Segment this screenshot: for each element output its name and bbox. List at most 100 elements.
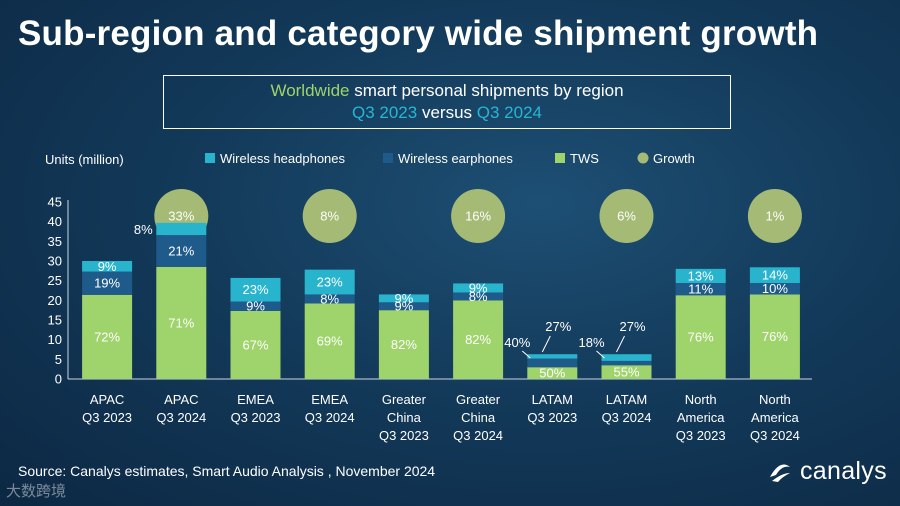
data-label-earphones: 8% bbox=[469, 289, 488, 304]
growth-circle bbox=[451, 189, 506, 243]
bar-tws bbox=[304, 303, 355, 379]
growth-label: 16% bbox=[465, 209, 491, 224]
x-tick-label: Greater bbox=[382, 392, 427, 407]
legend-swatch-earphones bbox=[383, 153, 393, 163]
shipment-chart: Units (million) 0 5 10 15 20 25 30 35 40 45 Wireles… bbox=[45, 151, 812, 443]
subtitle-line-1: Worldwide smart personal shipments by re… bbox=[164, 80, 730, 102]
legend-swatch-growth bbox=[637, 152, 649, 164]
data-label-headphones: 23% bbox=[242, 282, 268, 297]
data-label-tws: 76% bbox=[762, 329, 788, 344]
data-label-tws: 71% bbox=[168, 315, 194, 330]
bar-headphones bbox=[82, 261, 133, 272]
bar-headphones bbox=[749, 267, 800, 284]
subtitle-line-2: Q3 2023 versus Q3 2024 bbox=[164, 102, 730, 124]
bar-tws bbox=[156, 266, 207, 379]
x-tick-label: Q3 2024 bbox=[156, 410, 206, 425]
data-label-earphones: 40% bbox=[504, 335, 530, 350]
y-tick-label: 15 bbox=[48, 313, 62, 328]
bar-tws bbox=[749, 294, 800, 379]
data-label-earphones: 18% bbox=[578, 335, 604, 350]
data-label-earphones: 10% bbox=[762, 281, 788, 296]
leader-line-headphones bbox=[616, 335, 625, 353]
bar-tws bbox=[230, 310, 281, 379]
bar-earphones bbox=[230, 301, 281, 311]
subtitle-q3-2024: Q3 2024 bbox=[476, 103, 542, 122]
x-tick-label: North bbox=[685, 392, 717, 407]
subtitle-rest: smart personal shipments by region bbox=[349, 81, 624, 100]
bar-earphones bbox=[156, 235, 207, 267]
x-tick-label: Q3 2024 bbox=[750, 428, 800, 443]
growth-label: 33% bbox=[168, 209, 194, 224]
bar-headphones bbox=[453, 283, 504, 293]
data-label-headphones: 14% bbox=[762, 268, 788, 283]
data-label-tws: 55% bbox=[613, 365, 639, 380]
bar-earphones bbox=[749, 283, 800, 295]
x-tick-label: China bbox=[387, 410, 422, 425]
bar-tws bbox=[527, 367, 578, 379]
data-label-headphones: 9% bbox=[469, 280, 488, 295]
x-tick-label: LATAM bbox=[606, 392, 647, 407]
leader-line-headphones bbox=[541, 335, 551, 353]
y-tick-label: 5 bbox=[55, 352, 62, 367]
y-tick-label: 10 bbox=[48, 332, 62, 347]
legend-swatch-tws bbox=[555, 153, 565, 163]
canalys-logo-text: canalys bbox=[800, 457, 887, 485]
legend-label-tws: TWS bbox=[570, 151, 599, 166]
data-label-headphones: 9% bbox=[98, 259, 117, 274]
legend-label-earphones: Wireless earphones bbox=[398, 151, 513, 166]
x-tick-label: Q3 2024 bbox=[305, 410, 355, 425]
bar-headphones bbox=[527, 354, 578, 359]
growth-label: 6% bbox=[617, 209, 636, 224]
data-label-earphones: 8% bbox=[320, 291, 339, 306]
bar-tws bbox=[453, 300, 504, 379]
x-tick-label: China bbox=[461, 410, 496, 425]
bar-headphones bbox=[230, 277, 281, 302]
y-tick-label: 20 bbox=[48, 293, 62, 308]
x-tick-label: APAC bbox=[90, 392, 124, 407]
data-label-tws: 50% bbox=[539, 366, 565, 381]
data-label-earphones: 19% bbox=[94, 276, 120, 291]
bar-headphones bbox=[156, 222, 207, 236]
source-note: Source: Canalys estimates, Smart Audio A… bbox=[18, 463, 436, 479]
bar-earphones bbox=[675, 283, 726, 296]
bar-headphones bbox=[378, 294, 429, 303]
growth-circle bbox=[747, 189, 802, 243]
bar-headphones bbox=[675, 268, 726, 284]
growth-label: 8% bbox=[320, 209, 339, 224]
data-label-headphones: 23% bbox=[317, 275, 343, 290]
bar-tws bbox=[675, 295, 726, 379]
bar-tws bbox=[378, 310, 429, 379]
x-tick-label: Q3 2024 bbox=[602, 410, 652, 425]
data-label-headphones: 27% bbox=[545, 319, 571, 334]
y-axis-label: Units (million) bbox=[45, 152, 124, 167]
data-label-tws: 67% bbox=[242, 337, 268, 352]
y-tick-label: 35 bbox=[48, 234, 62, 249]
data-label-headphones: 8% bbox=[134, 222, 153, 237]
x-tick-label: EMEA bbox=[311, 392, 348, 407]
y-tick-label: 30 bbox=[48, 254, 62, 269]
x-tick-label: APAC bbox=[164, 392, 198, 407]
y-tick-label: 40 bbox=[48, 214, 62, 229]
data-label-tws: 76% bbox=[688, 330, 714, 345]
leader-line-earphones bbox=[596, 350, 605, 359]
x-tick-label: North bbox=[759, 392, 791, 407]
subtitle-box: Worldwide smart personal shipments by re… bbox=[163, 75, 731, 129]
x-tick-label: America bbox=[677, 410, 725, 425]
x-tick-label: Q3 2023 bbox=[231, 410, 281, 425]
subtitle-versus: versus bbox=[417, 103, 477, 122]
leader-line-earphones bbox=[521, 350, 531, 359]
data-label-headphones: 27% bbox=[619, 319, 645, 334]
data-label-tws: 82% bbox=[391, 337, 417, 352]
data-label-earphones: 9% bbox=[246, 299, 265, 314]
data-label-earphones: 11% bbox=[688, 282, 713, 297]
bar-headphones bbox=[304, 269, 355, 295]
y-tick-label: 45 bbox=[48, 195, 62, 210]
y-tick-label: 25 bbox=[48, 273, 62, 288]
bar-headphones bbox=[601, 354, 652, 361]
data-label-headphones: 13% bbox=[688, 268, 714, 283]
x-tick-label: Q3 2023 bbox=[676, 428, 726, 443]
bar-tws bbox=[82, 294, 133, 379]
legend-label-growth: Growth bbox=[653, 151, 695, 166]
legend-label-headphones: Wireless headphones bbox=[220, 151, 346, 166]
data-label-earphones: 9% bbox=[395, 299, 414, 314]
